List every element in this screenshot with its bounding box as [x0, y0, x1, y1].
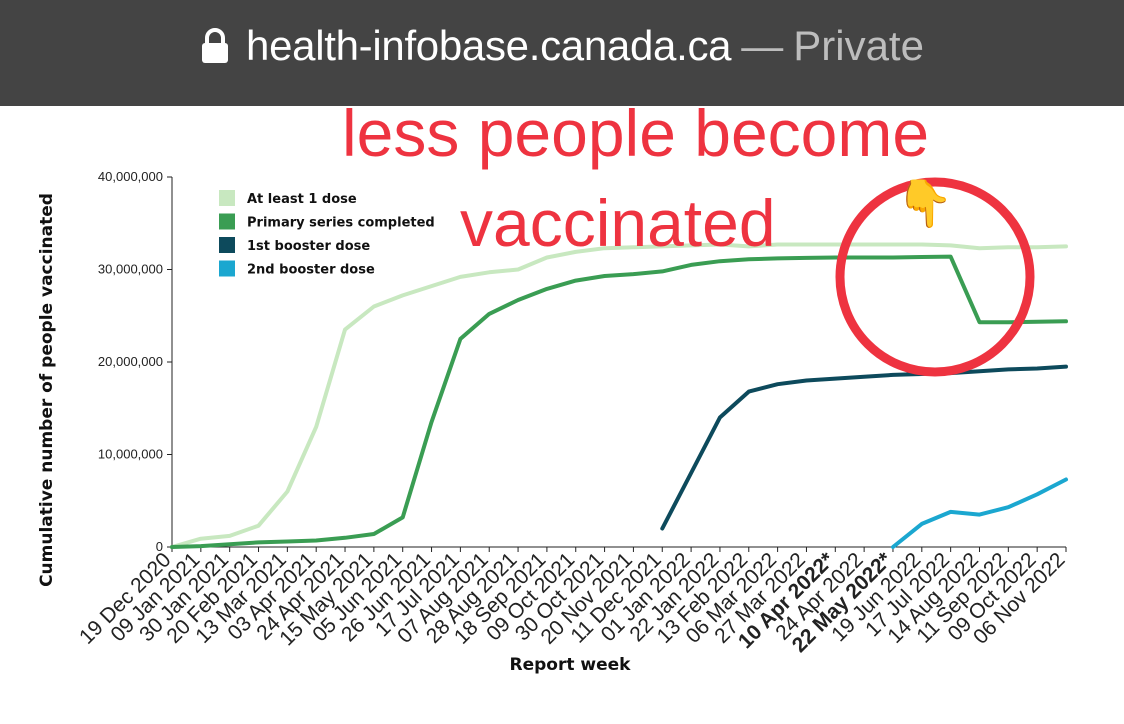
y-tick-label: 20,000,000	[98, 354, 163, 369]
pointing-down-hand-icon: 👇	[896, 177, 954, 229]
y-tick-label: 30,000,000	[98, 262, 163, 277]
private-mode-label: Private	[793, 22, 924, 69]
annotation-line-1: less people become	[342, 96, 930, 170]
legend-swatch	[219, 213, 235, 230]
y-tick-label: 0	[156, 539, 163, 554]
series-line-2	[170, 254, 1068, 549]
y-tick-label: 10,000,000	[98, 447, 163, 462]
legend-label: 1st booster dose	[247, 239, 370, 254]
series-line-4	[891, 477, 1068, 549]
legend-label: Primary series completed	[247, 216, 435, 231]
highlight-circle	[835, 177, 1035, 377]
url-domain: health-infobase.canada.ca	[246, 22, 732, 69]
y-axis: 0 10,000,000 20,000,000 30,000,000 40,000,00…	[98, 169, 173, 554]
legend-swatch	[219, 260, 235, 277]
annotation-line-2: vaccinated	[460, 186, 776, 260]
url-display[interactable]: health-infobase.canada.ca — Private	[200, 22, 924, 70]
legend-label: At least 1 dose	[247, 192, 357, 207]
legend-swatch	[219, 237, 235, 253]
series-lines	[170, 242, 1068, 549]
y-axis-title: Cumulative number of people vaccinated	[37, 193, 57, 587]
legend-label: 2nd booster dose	[247, 263, 375, 278]
series-line-1	[170, 242, 1068, 549]
url-separator: —	[741, 22, 784, 69]
legend: At least 1 dose Primary series completed 1…	[219, 190, 435, 278]
y-tick-label: 40,000,000	[98, 169, 163, 184]
lock-icon	[202, 28, 229, 63]
legend-swatch	[219, 190, 235, 206]
x-axis-title: Report week	[510, 655, 632, 675]
series-line-3	[660, 364, 1068, 531]
browser-url-bar[interactable]: health-infobase.canada.ca — Private	[0, 0, 1124, 106]
